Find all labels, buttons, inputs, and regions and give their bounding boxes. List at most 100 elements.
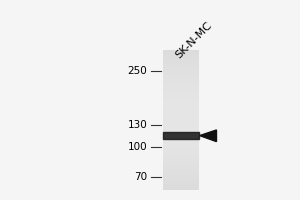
Bar	[163, 77, 199, 78]
Bar	[163, 67, 199, 68]
Bar	[163, 127, 199, 128]
Bar	[163, 81, 199, 82]
Bar	[163, 100, 199, 102]
Text: 70: 70	[134, 172, 147, 182]
Bar	[163, 88, 199, 89]
Bar	[163, 151, 199, 152]
Bar	[163, 121, 199, 123]
Bar	[163, 128, 199, 130]
Bar	[163, 126, 199, 127]
Bar	[163, 71, 199, 72]
Bar	[163, 141, 199, 142]
Bar	[163, 131, 199, 133]
Text: 130: 130	[128, 120, 147, 130]
Bar	[163, 173, 199, 175]
Bar	[163, 142, 199, 144]
Bar	[163, 172, 199, 173]
Bar	[163, 175, 199, 176]
Bar	[163, 187, 199, 189]
Bar	[163, 51, 199, 53]
Bar	[163, 180, 199, 182]
Bar	[163, 98, 199, 99]
Bar	[163, 92, 199, 93]
Bar	[163, 168, 199, 169]
Bar	[163, 57, 199, 58]
Bar	[163, 106, 199, 107]
Bar	[163, 152, 199, 154]
Bar	[163, 63, 199, 64]
Bar	[163, 53, 199, 54]
Bar	[163, 68, 199, 70]
Bar	[163, 102, 199, 103]
Bar	[163, 177, 199, 179]
Bar	[163, 86, 199, 88]
Bar	[163, 159, 199, 161]
Bar	[163, 149, 199, 151]
Bar	[163, 179, 199, 180]
Bar	[163, 79, 199, 81]
Bar	[163, 137, 199, 138]
Text: 250: 250	[128, 66, 147, 76]
Bar	[163, 163, 199, 165]
Polygon shape	[200, 130, 217, 142]
Bar	[163, 165, 199, 166]
Bar	[163, 189, 199, 190]
Bar	[163, 82, 199, 84]
Bar	[163, 130, 199, 131]
Bar	[163, 72, 199, 74]
Bar	[163, 112, 199, 113]
Bar	[163, 154, 199, 155]
Bar	[163, 99, 199, 100]
Bar	[163, 138, 199, 140]
Bar	[163, 184, 199, 186]
Bar	[163, 60, 199, 61]
Bar	[163, 182, 199, 183]
Bar	[163, 114, 199, 116]
Bar	[163, 170, 199, 172]
Bar	[163, 64, 199, 65]
Bar	[163, 119, 199, 120]
Bar	[163, 61, 199, 63]
Bar	[163, 162, 199, 163]
Bar	[163, 176, 199, 177]
Bar	[163, 186, 199, 187]
Bar	[163, 124, 199, 126]
Bar	[163, 161, 199, 162]
Bar	[163, 58, 199, 60]
Bar	[163, 105, 199, 106]
Bar	[163, 147, 199, 148]
Bar	[163, 156, 199, 158]
Bar	[163, 75, 199, 77]
Bar	[163, 120, 199, 121]
Bar	[163, 78, 199, 79]
Bar	[163, 183, 199, 184]
Bar	[163, 109, 199, 110]
Bar	[163, 166, 199, 168]
Bar	[163, 74, 199, 75]
Bar	[163, 93, 199, 95]
Bar	[163, 145, 199, 147]
Bar	[163, 140, 199, 141]
Bar	[163, 56, 199, 57]
Bar	[163, 134, 199, 135]
Bar	[163, 123, 199, 124]
Bar	[163, 117, 199, 119]
Text: SK-N-MC: SK-N-MC	[174, 20, 214, 61]
Bar	[163, 70, 199, 71]
Bar	[163, 155, 199, 156]
Bar	[163, 89, 199, 91]
Text: 100: 100	[128, 142, 147, 152]
Bar	[163, 54, 199, 56]
Bar	[163, 169, 199, 170]
Bar	[163, 158, 199, 159]
Bar	[163, 91, 199, 92]
Bar	[163, 65, 199, 67]
Bar	[163, 135, 199, 137]
Bar	[163, 133, 199, 134]
Bar	[163, 132, 199, 139]
Bar	[163, 148, 199, 149]
Bar	[163, 85, 199, 86]
Bar	[163, 116, 199, 117]
Bar	[163, 50, 199, 51]
Bar	[163, 110, 199, 112]
